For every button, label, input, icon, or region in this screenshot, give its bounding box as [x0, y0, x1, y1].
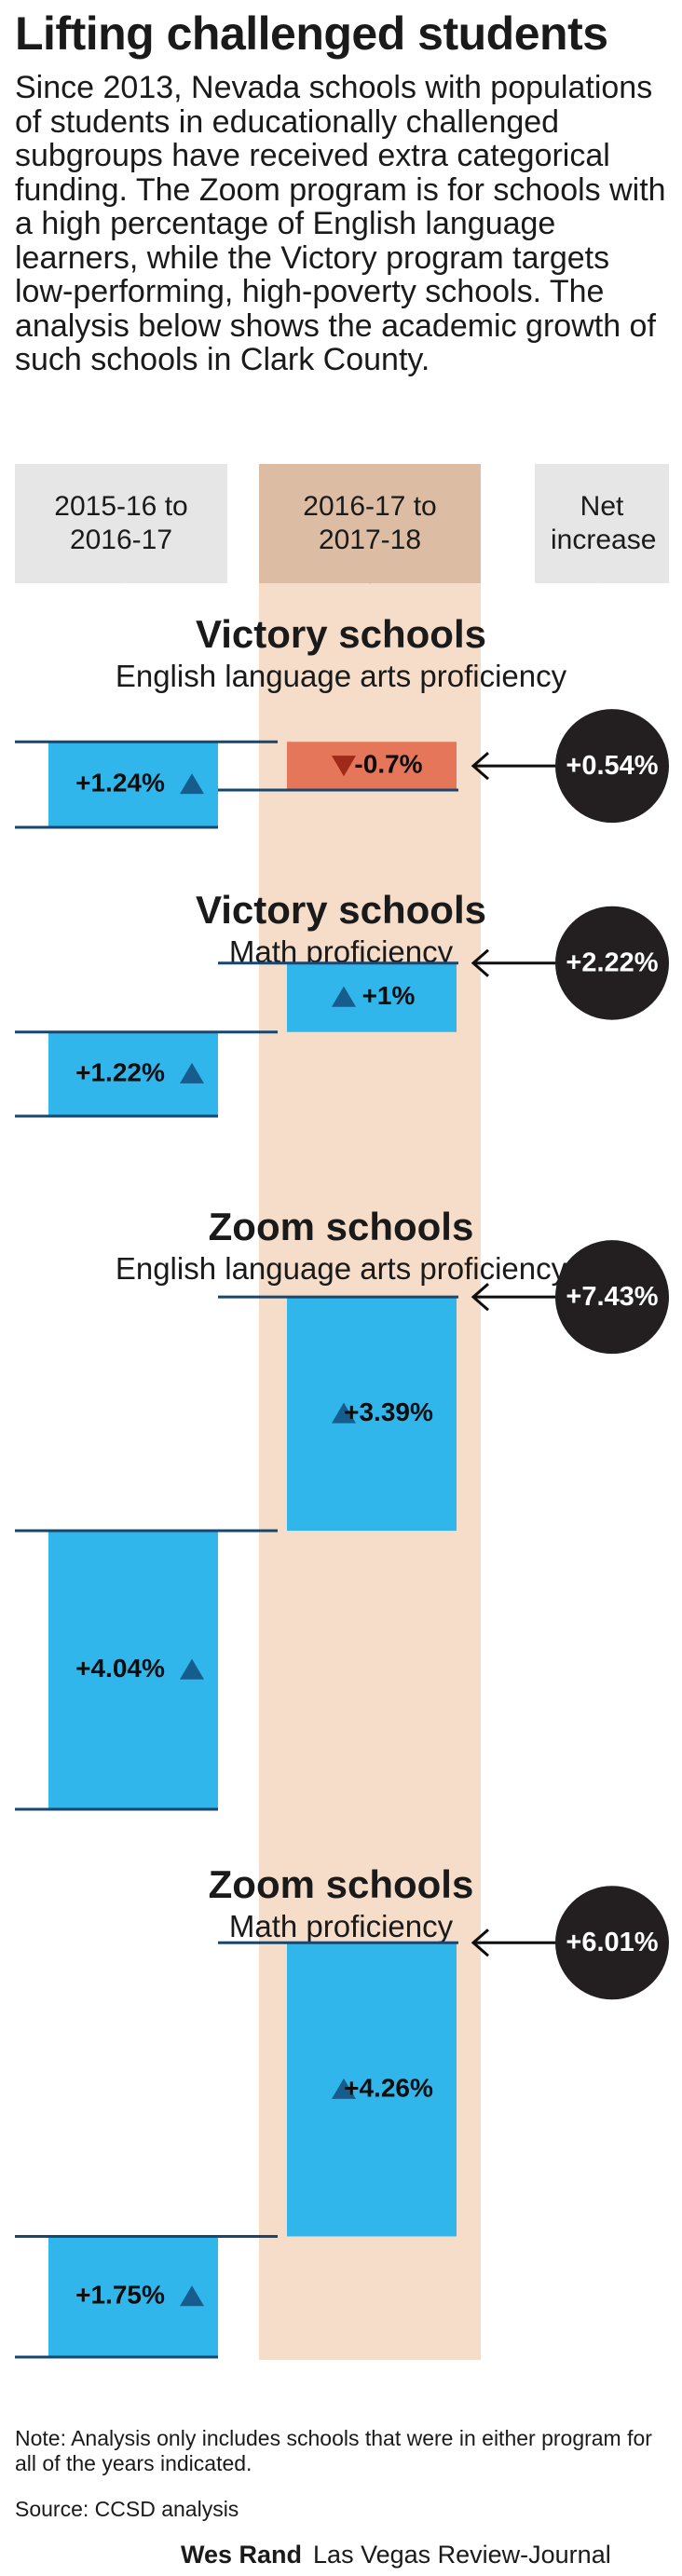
column-header-2015-17: 2015-16 to 2016-17 — [15, 464, 227, 583]
net-increase-label: +0.54% — [566, 751, 658, 781]
section-title: Victory schools — [195, 612, 486, 656]
data-label: +4.04% — [75, 1654, 165, 1683]
net-increase-badge — [555, 906, 669, 1020]
section-subtitle: Math proficiency — [228, 1909, 454, 1943]
column-header-label: 2016-17 to 2017-18 — [303, 491, 437, 555]
data-label: +3.39% — [344, 1397, 433, 1426]
column-header-label: 2015-16 to 2016-17 — [54, 491, 188, 555]
credit-author: Wes Rand — [181, 2541, 303, 2569]
section-title: Victory schools — [195, 888, 486, 932]
section-title: Zoom schools — [208, 1862, 474, 1906]
up-arrow-icon — [180, 1062, 204, 1084]
arrow-left-icon — [471, 1929, 489, 1957]
arrow-left-icon — [471, 948, 489, 977]
credit-line: Wes Rand Las Vegas Review-Journal — [181, 2541, 611, 2569]
data-label: +1% — [362, 981, 416, 1010]
credit-publication: Las Vegas Review-Journal — [313, 2541, 611, 2569]
column-header-label: Net increase — [551, 491, 657, 555]
data-label: +1.75% — [75, 2281, 165, 2310]
net-increase-badge — [555, 1240, 669, 1355]
header-pointer — [109, 572, 133, 584]
page-title: Lifting challenged students — [15, 7, 608, 60]
column-header-2016-18: 2016-17 to 2017-18 — [259, 464, 481, 583]
up-arrow-icon — [180, 2285, 204, 2307]
data-label: +4.26% — [344, 2073, 433, 2102]
source-line: Source: CCSD analysis — [15, 2497, 239, 2521]
section-subtitle: English language arts proficiency — [115, 1251, 567, 1286]
bar-period-2 — [287, 742, 457, 791]
net-increase-label: +6.01% — [566, 1928, 658, 1957]
net-increase-label: +7.43% — [566, 1282, 658, 1312]
section-subtitle: English language arts proficiency — [115, 659, 567, 693]
bar-period-2 — [287, 1297, 457, 1532]
data-label: -0.7% — [354, 750, 422, 779]
arrow-left-icon — [471, 752, 489, 781]
up-arrow-icon — [332, 1402, 356, 1424]
footnote: Note: Analysis only includes schools tha… — [15, 2426, 652, 2475]
bar-period-2 — [287, 1942, 457, 2237]
up-arrow-icon — [180, 1658, 204, 1680]
intro-paragraph: Since 2013, Nevada schools with populati… — [15, 70, 666, 377]
up-arrow-icon — [332, 2078, 356, 2099]
down-arrow-icon — [332, 756, 356, 777]
header-pointer — [590, 572, 614, 584]
net-increase-badge — [555, 709, 669, 824]
section-title: Zoom schools — [208, 1205, 474, 1248]
header-pointer — [358, 572, 382, 584]
data-label: +1.24% — [75, 769, 165, 797]
net-increase-label: +2.22% — [566, 947, 658, 977]
data-label: +1.22% — [75, 1057, 165, 1086]
arrow-left-icon — [471, 1283, 489, 1312]
net-increase-badge — [555, 1886, 669, 2000]
up-arrow-icon — [332, 986, 356, 1007]
column-header-net-increase: Net increase — [535, 464, 669, 583]
bar-period-2 — [287, 962, 457, 1032]
up-arrow-icon — [180, 773, 204, 795]
